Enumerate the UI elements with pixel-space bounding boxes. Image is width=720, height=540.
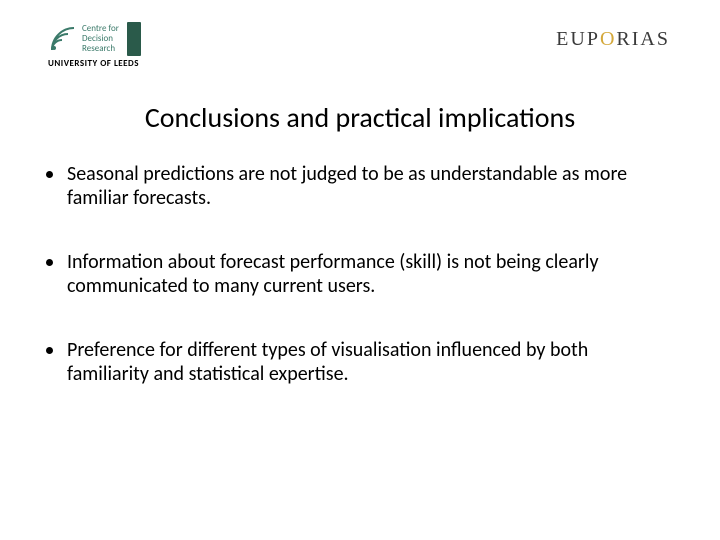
bullet-text: Information about forecast performance (… xyxy=(67,250,674,298)
slide-title: Conclusions and practical implications xyxy=(0,100,720,135)
euporias-pre: EUP xyxy=(556,28,600,50)
university-name: UNIVERSITY OF LEEDS xyxy=(48,58,139,69)
bullet-dot-icon xyxy=(46,259,53,266)
bullet-text: Preference for different types of visual… xyxy=(67,338,674,386)
bullet-text: Seasonal predictions are not judged to b… xyxy=(67,162,674,210)
cdr-arcs-icon xyxy=(48,24,78,54)
bullet-item: Information about forecast performance (… xyxy=(46,250,674,298)
slide-body: Seasonal predictions are not judged to b… xyxy=(46,162,674,426)
cdr-text: Centre for Decision Research xyxy=(82,24,119,54)
slide-header: Centre for Decision Research UNIVERSITY … xyxy=(0,10,720,74)
cdr-line3: Research xyxy=(82,43,115,54)
euporias-post: RIAS xyxy=(616,28,670,50)
bullet-item: Seasonal predictions are not judged to b… xyxy=(46,162,674,210)
bullet-item: Preference for different types of visual… xyxy=(46,338,674,386)
leeds-tower-icon xyxy=(127,22,141,56)
cdr-logo-top: Centre for Decision Research xyxy=(48,22,141,56)
logo-right: EUPORIAS xyxy=(556,28,670,51)
bullet-dot-icon xyxy=(46,171,53,178)
slide: Centre for Decision Research UNIVERSITY … xyxy=(0,0,720,540)
euporias-o-icon: O xyxy=(600,28,616,51)
bullet-dot-icon xyxy=(46,347,53,354)
logo-left: Centre for Decision Research UNIVERSITY … xyxy=(48,22,141,69)
cdr-logo-block: Centre for Decision Research UNIVERSITY … xyxy=(48,22,141,69)
